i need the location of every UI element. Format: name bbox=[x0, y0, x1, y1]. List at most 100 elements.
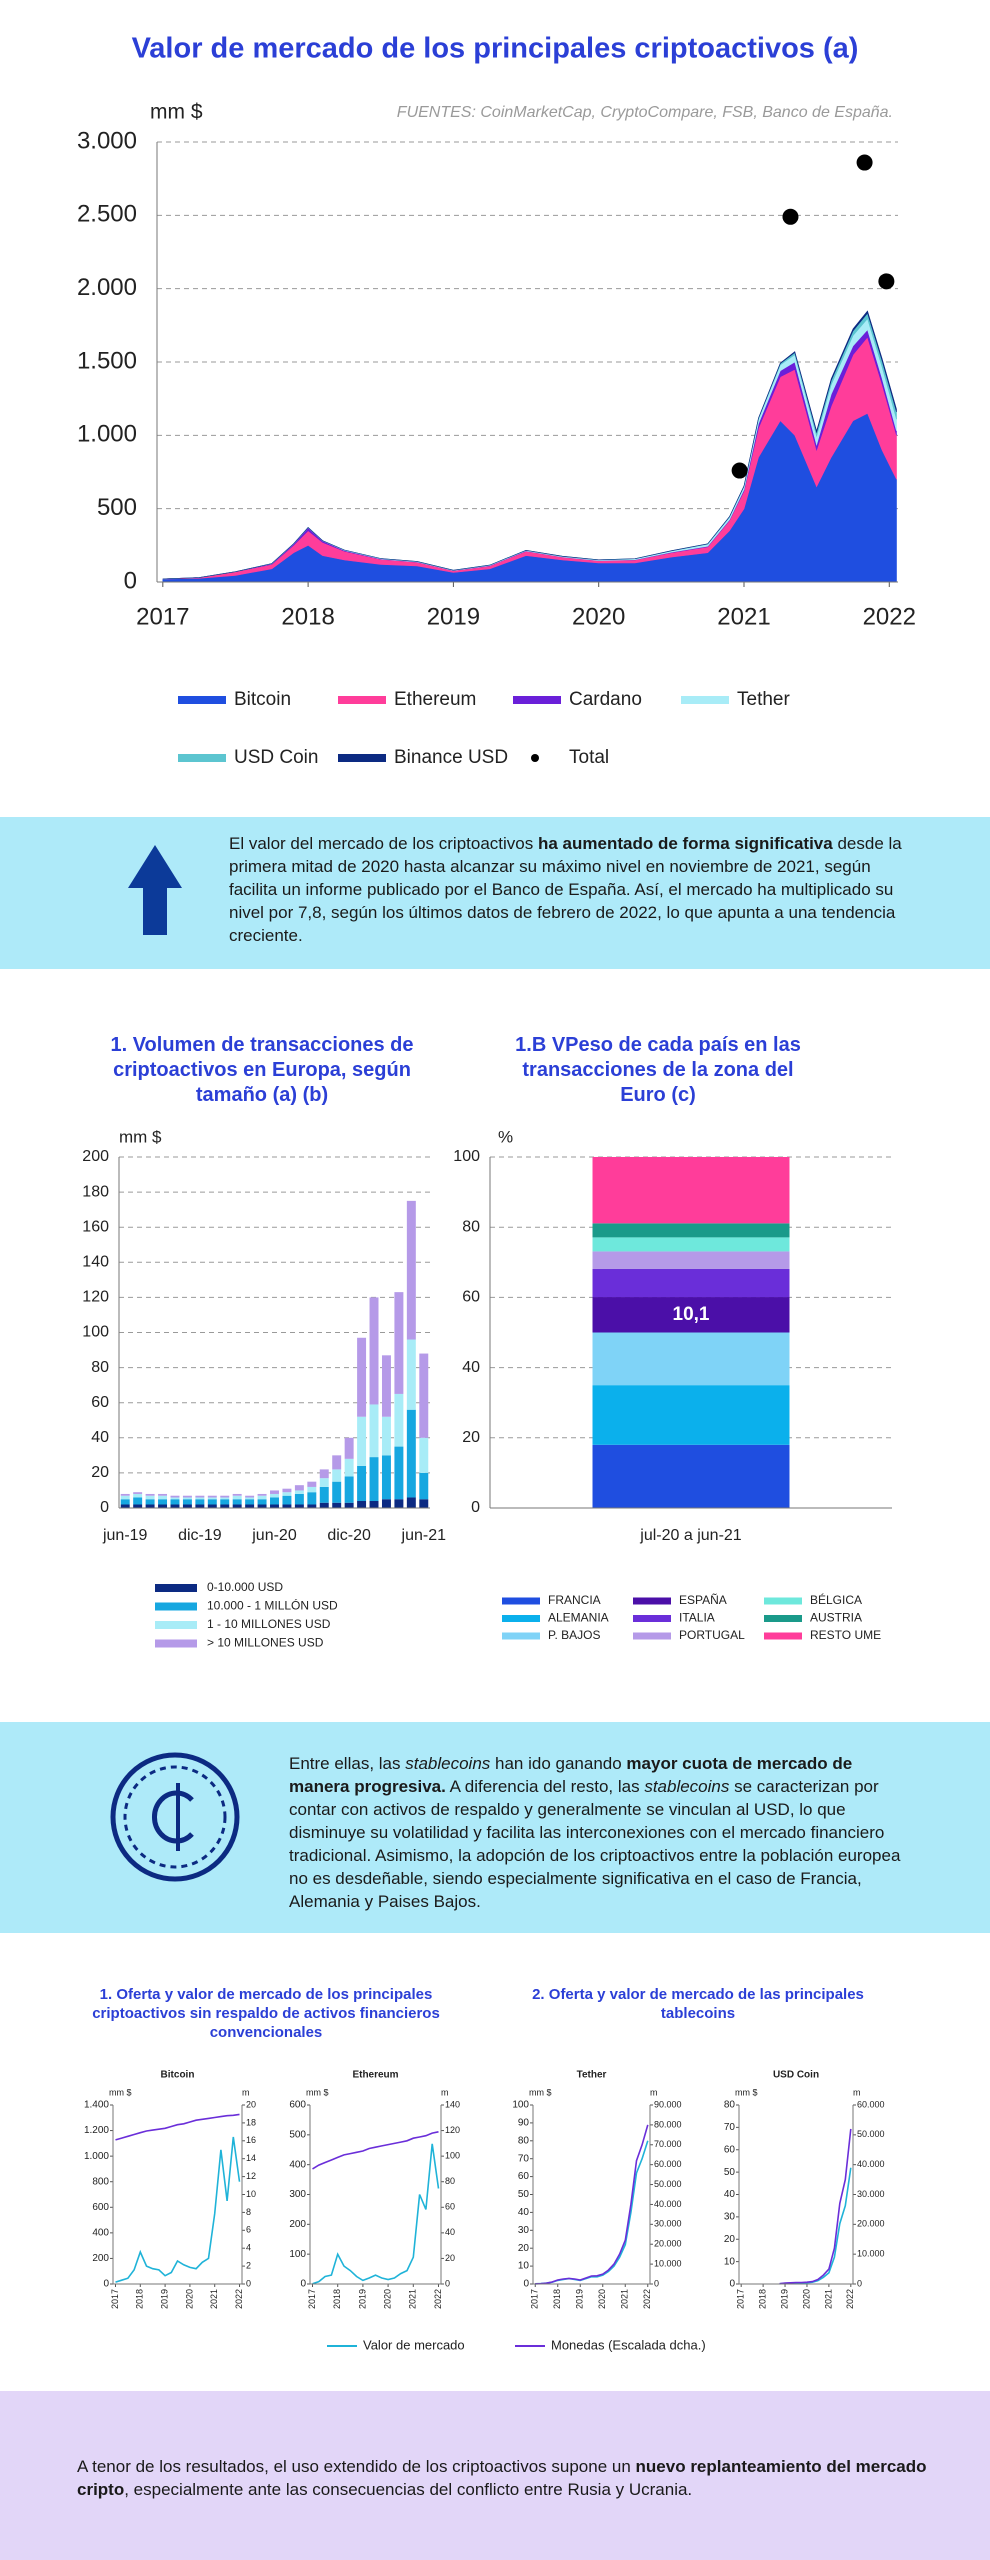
legend-swatch bbox=[764, 1632, 802, 1640]
bar-segment bbox=[592, 1332, 790, 1386]
y2-tick-label: 14 bbox=[246, 2153, 256, 2163]
y-tick-label: 60 bbox=[518, 2171, 530, 2182]
area bbox=[162, 412, 897, 583]
y-tick-label: 200 bbox=[82, 1148, 109, 1165]
bar-segment bbox=[158, 1493, 168, 1496]
bar-segment bbox=[257, 1495, 267, 1500]
bar-segment bbox=[133, 1493, 143, 1498]
bar-segment bbox=[307, 1486, 317, 1493]
bar-segment bbox=[394, 1446, 404, 1500]
source: FUENTES: CoinMarketCap, CryptoCompare, F… bbox=[397, 104, 893, 121]
legend-swatch bbox=[178, 696, 226, 704]
legend-swatch bbox=[338, 696, 386, 704]
bar-segment bbox=[419, 1437, 429, 1473]
bar-segment bbox=[207, 1504, 217, 1508]
y-tick-label: 1.200 bbox=[84, 2125, 109, 2136]
bar-segment bbox=[220, 1499, 230, 1505]
bar-segment bbox=[344, 1437, 354, 1459]
bar-segment bbox=[270, 1497, 279, 1505]
legend-swatch bbox=[502, 1597, 540, 1605]
y-tick-label: 10 bbox=[724, 2256, 736, 2267]
y2-tick-label: 60.000 bbox=[654, 2159, 682, 2169]
y-axis-label: mm $ bbox=[306, 2087, 329, 2097]
y2-tick-label: 4 bbox=[246, 2243, 251, 2253]
bar-segment bbox=[270, 1493, 279, 1498]
y-tick-label: 1.500 bbox=[77, 347, 137, 374]
y-tick-label: 10 bbox=[518, 2261, 530, 2272]
bar-segment bbox=[245, 1504, 255, 1508]
bar-segment bbox=[394, 1292, 404, 1394]
bar-segment bbox=[120, 1493, 130, 1496]
bar-segment bbox=[220, 1495, 230, 1498]
y-axis-label: % bbox=[498, 1127, 513, 1146]
y2-tick-label: 2 bbox=[246, 2260, 251, 2270]
y-tick-label: 800 bbox=[92, 2176, 109, 2187]
x-tick-label: 2017 bbox=[136, 603, 189, 630]
legend-label: Tether bbox=[737, 689, 790, 710]
legend-label: USD Coin bbox=[234, 747, 318, 768]
y2-tick-label: 10.000 bbox=[857, 2249, 885, 2259]
y-tick-label: 20 bbox=[724, 2234, 736, 2245]
y2-tick-label: 20.000 bbox=[654, 2239, 682, 2249]
bar-segment bbox=[357, 1465, 367, 1501]
x-tick-label: 2021 bbox=[209, 2289, 219, 2309]
y-tick-label: 70 bbox=[518, 2153, 530, 2164]
bar-segment bbox=[319, 1478, 329, 1487]
y-tick-label: 80 bbox=[91, 1359, 109, 1376]
legend-label: 10.000 - 1 MILLÓN USD bbox=[207, 1598, 338, 1613]
bar-segment bbox=[145, 1504, 155, 1508]
chart-title: 1. Volumen de transacciones de criptoact… bbox=[110, 1034, 414, 1106]
bar-segment bbox=[344, 1502, 354, 1508]
y-tick-label: 0 bbox=[300, 2279, 306, 2290]
bar-segment bbox=[145, 1493, 155, 1496]
bar-segment bbox=[133, 1497, 143, 1505]
x-tick-label: 2019 bbox=[779, 2289, 789, 2309]
bar-segment bbox=[257, 1493, 267, 1496]
bar-segment bbox=[195, 1499, 205, 1505]
y2-axis-label: m bbox=[650, 2087, 658, 2097]
bar-segment bbox=[232, 1495, 242, 1500]
y2-tick-label: 20 bbox=[445, 2253, 455, 2263]
legend-swatch bbox=[155, 1639, 197, 1648]
bar-segment bbox=[592, 1251, 790, 1269]
bar-segment bbox=[158, 1495, 168, 1500]
text-run: se caracterizan por contar con activos d… bbox=[289, 1777, 901, 1911]
text-run: El valor del mercado de los criptoactivo… bbox=[229, 834, 538, 853]
bar-segment bbox=[592, 1268, 790, 1298]
paragraph: El valor del mercado de los criptoactivo… bbox=[229, 832, 909, 947]
x-tick-label: 2018 bbox=[332, 2289, 342, 2309]
bar-segment bbox=[282, 1495, 292, 1505]
line bbox=[115, 2113, 240, 2141]
x-tick-label: 2018 bbox=[757, 2289, 767, 2309]
x-tick-label: dic-19 bbox=[178, 1527, 222, 1544]
bar-segment bbox=[232, 1504, 242, 1508]
y-tick-label: 100 bbox=[453, 1148, 480, 1165]
bar-segment bbox=[419, 1472, 429, 1500]
text-run: , especialmente ante las consecuencias d… bbox=[124, 2480, 693, 2499]
bar-segment bbox=[207, 1497, 217, 1500]
y-tick-label: 90 bbox=[518, 2118, 530, 2129]
bar-segment bbox=[357, 1416, 367, 1466]
y2-axis-label: m bbox=[242, 2087, 250, 2097]
text-run: ha aumentado de forma significativa bbox=[537, 834, 833, 853]
y-tick-label: 2.500 bbox=[77, 201, 137, 228]
y-tick-label: 80 bbox=[518, 2135, 530, 2146]
legend-label: Total bbox=[569, 747, 609, 768]
bar-segment bbox=[195, 1497, 205, 1500]
legend-swatch bbox=[633, 1615, 671, 1622]
y-tick-label: 50 bbox=[724, 2167, 736, 2178]
legend-swatch bbox=[681, 696, 729, 704]
bar-segment bbox=[294, 1493, 304, 1505]
bar-segment bbox=[207, 1499, 217, 1505]
legend-label: 1 - 10 MILLONES USD bbox=[207, 1617, 331, 1631]
x-tick-label: 2021 bbox=[823, 2289, 833, 2309]
y-tick-label: 600 bbox=[92, 2202, 109, 2213]
bar-segment bbox=[282, 1492, 292, 1496]
section-title: 2. Oferta y valor de mercado de las prin… bbox=[532, 1986, 864, 2022]
area bbox=[162, 310, 897, 580]
legend-swatch bbox=[764, 1597, 802, 1605]
x-tick-label: jun-21 bbox=[401, 1527, 447, 1544]
y-tick-label: 20 bbox=[518, 2243, 530, 2254]
chart-title: Valor de mercado de los principales crip… bbox=[132, 33, 859, 65]
x-tick-label: 2017 bbox=[307, 2289, 317, 2309]
